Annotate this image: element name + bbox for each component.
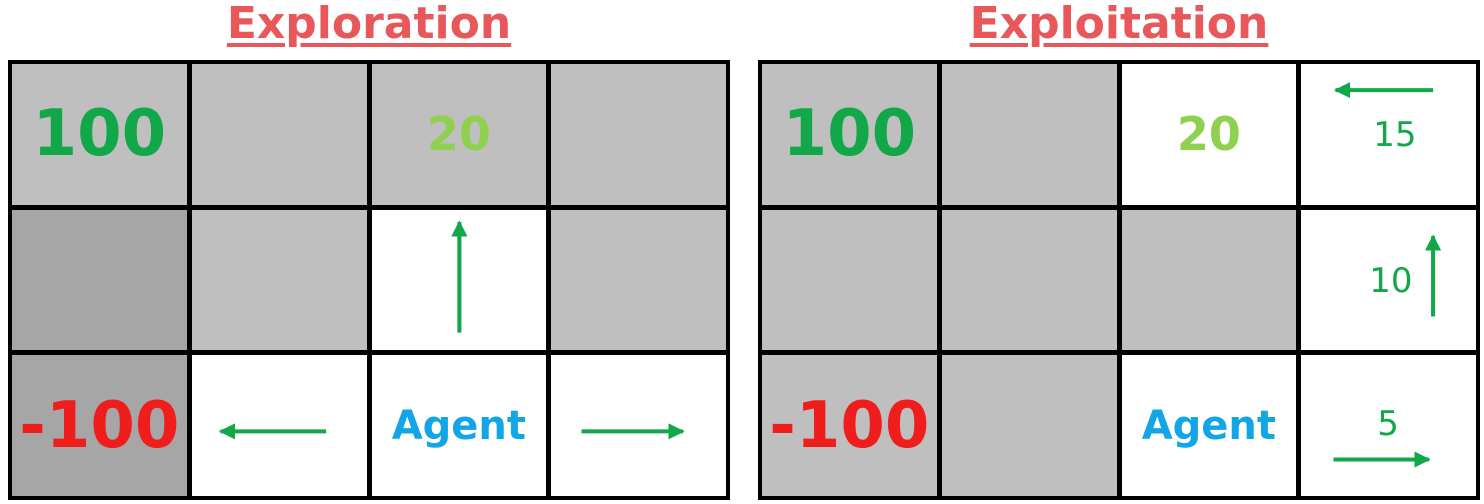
goal-reward-value: 100 xyxy=(32,97,167,172)
exploration-cell-r2c1 xyxy=(12,209,187,351)
exploitation-grid: 100 20 15 10 -100 Agent xyxy=(758,60,1480,500)
arrow-left-icon xyxy=(218,423,326,440)
exploration-cell-r3c2 xyxy=(191,355,367,496)
penalty-value: -100 xyxy=(19,388,180,463)
exploitation-cell-r2c1 xyxy=(762,209,937,351)
path-value-bottom: 5 xyxy=(1377,404,1399,445)
arrow-up-icon xyxy=(450,220,468,333)
exploitation-cell-r3c2 xyxy=(941,355,1117,496)
exploration-cell-r3c1: -100 xyxy=(12,355,187,496)
exploration-cell-r3c4 xyxy=(551,355,726,496)
path-value-middle: 10 xyxy=(1369,260,1413,301)
goal-reward-value: 100 xyxy=(782,97,917,172)
small-reward-value: 20 xyxy=(426,107,491,162)
exploration-cell-r1c1: 100 xyxy=(12,64,187,205)
agent-label: Agent xyxy=(1141,402,1277,449)
exploitation-cell-r3c3: Agent xyxy=(1121,355,1297,496)
arrow-right-icon xyxy=(581,423,685,440)
arrow-right-icon xyxy=(1333,451,1431,468)
exploration-cell-r2c4 xyxy=(551,209,726,351)
exploitation-title: Exploitation xyxy=(969,0,1269,49)
exploitation-panel: Exploitation 100 20 15 10 -100 xyxy=(758,0,1480,504)
exploration-cell-r2c2 xyxy=(191,209,367,351)
exploitation-cell-r2c4: 10 xyxy=(1301,209,1476,351)
exploitation-cell-r2c2 xyxy=(941,209,1117,351)
exploration-cell-r2c3 xyxy=(371,209,547,351)
exploitation-cell-r1c3: 20 xyxy=(1121,64,1297,205)
exploration-grid: 100 20 -100 Agent xyxy=(8,60,730,500)
exploration-title: Exploration xyxy=(226,0,512,49)
exploitation-cell-r2c3 xyxy=(1121,209,1297,351)
exploitation-cell-r3c4: 5 xyxy=(1301,355,1476,496)
exploration-cell-r1c3: 20 xyxy=(371,64,547,205)
exploration-cell-r3c3: Agent xyxy=(371,355,547,496)
small-reward-value: 20 xyxy=(1176,107,1241,162)
exploration-cell-r1c2 xyxy=(191,64,367,205)
path-value-top: 15 xyxy=(1373,115,1417,155)
agent-label: Agent xyxy=(391,402,527,449)
arrow-left-icon xyxy=(1334,82,1434,99)
exploitation-cell-r3c1: -100 xyxy=(762,355,937,496)
exploitation-cell-r1c2 xyxy=(941,64,1117,205)
exploitation-cell-r1c1: 100 xyxy=(762,64,937,205)
penalty-value: -100 xyxy=(769,388,930,463)
exploitation-cell-r1c4: 15 xyxy=(1301,64,1476,205)
exploration-cell-r1c4 xyxy=(551,64,726,205)
exploration-panel: Exploration 100 20 -100 Agent xyxy=(8,0,730,504)
arrow-up-icon xyxy=(1425,234,1442,317)
